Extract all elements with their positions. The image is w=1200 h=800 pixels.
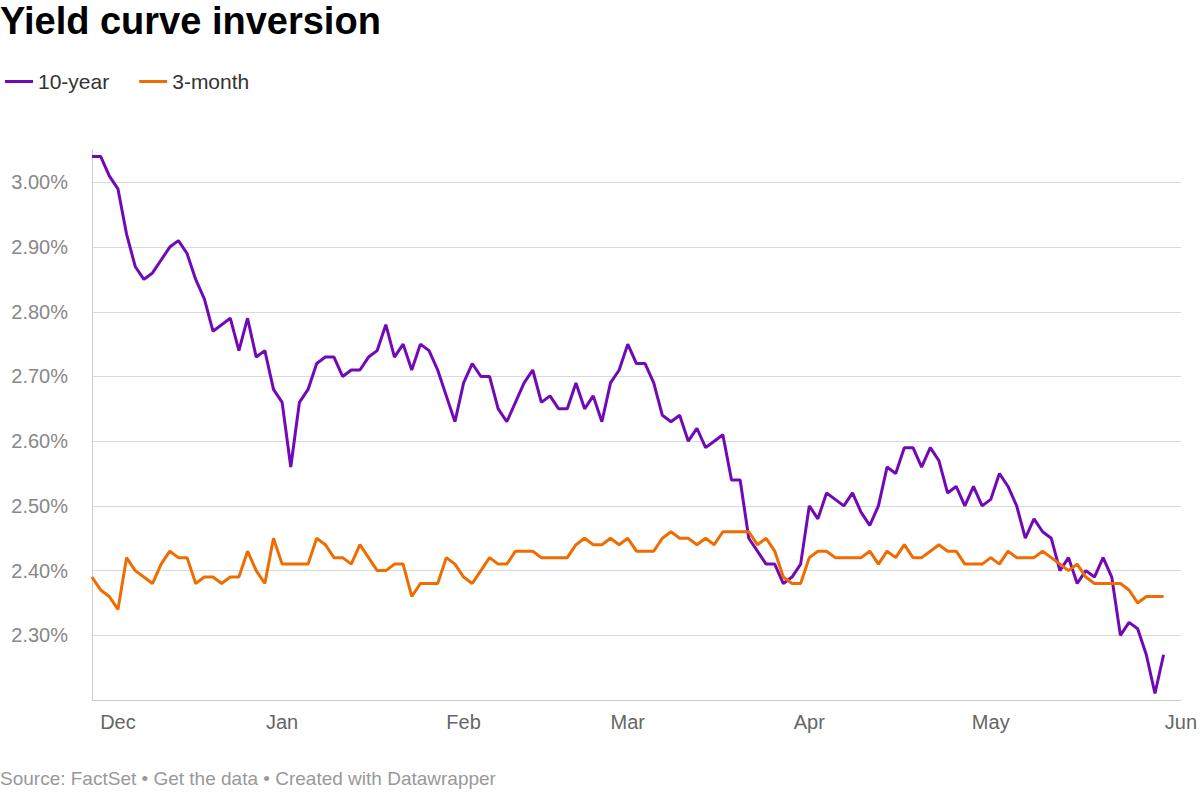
svg-text:2.30%: 2.30%: [11, 624, 68, 646]
svg-text:2.60%: 2.60%: [11, 430, 68, 452]
svg-text:Source: FactSet • Get the data: Source: FactSet • Get the data • Created…: [0, 768, 497, 789]
svg-text:3.00%: 3.00%: [11, 171, 68, 193]
svg-text:May: May: [972, 711, 1010, 733]
svg-text:Yield curve inversion: Yield curve inversion: [0, 0, 381, 42]
svg-text:10-year: 10-year: [38, 70, 109, 93]
svg-text:Mar: Mar: [611, 711, 646, 733]
svg-text:2.50%: 2.50%: [11, 495, 68, 517]
svg-text:Feb: Feb: [446, 711, 480, 733]
svg-text:2.70%: 2.70%: [11, 365, 68, 387]
svg-text:2.40%: 2.40%: [11, 560, 68, 582]
svg-text:Jan: Jan: [266, 711, 298, 733]
svg-text:Jun: Jun: [1165, 711, 1197, 733]
svg-text:Apr: Apr: [794, 711, 825, 733]
svg-text:2.80%: 2.80%: [11, 301, 68, 323]
svg-text:3-month: 3-month: [172, 70, 249, 93]
svg-text:2.90%: 2.90%: [11, 236, 68, 258]
svg-text:Dec: Dec: [100, 711, 136, 733]
